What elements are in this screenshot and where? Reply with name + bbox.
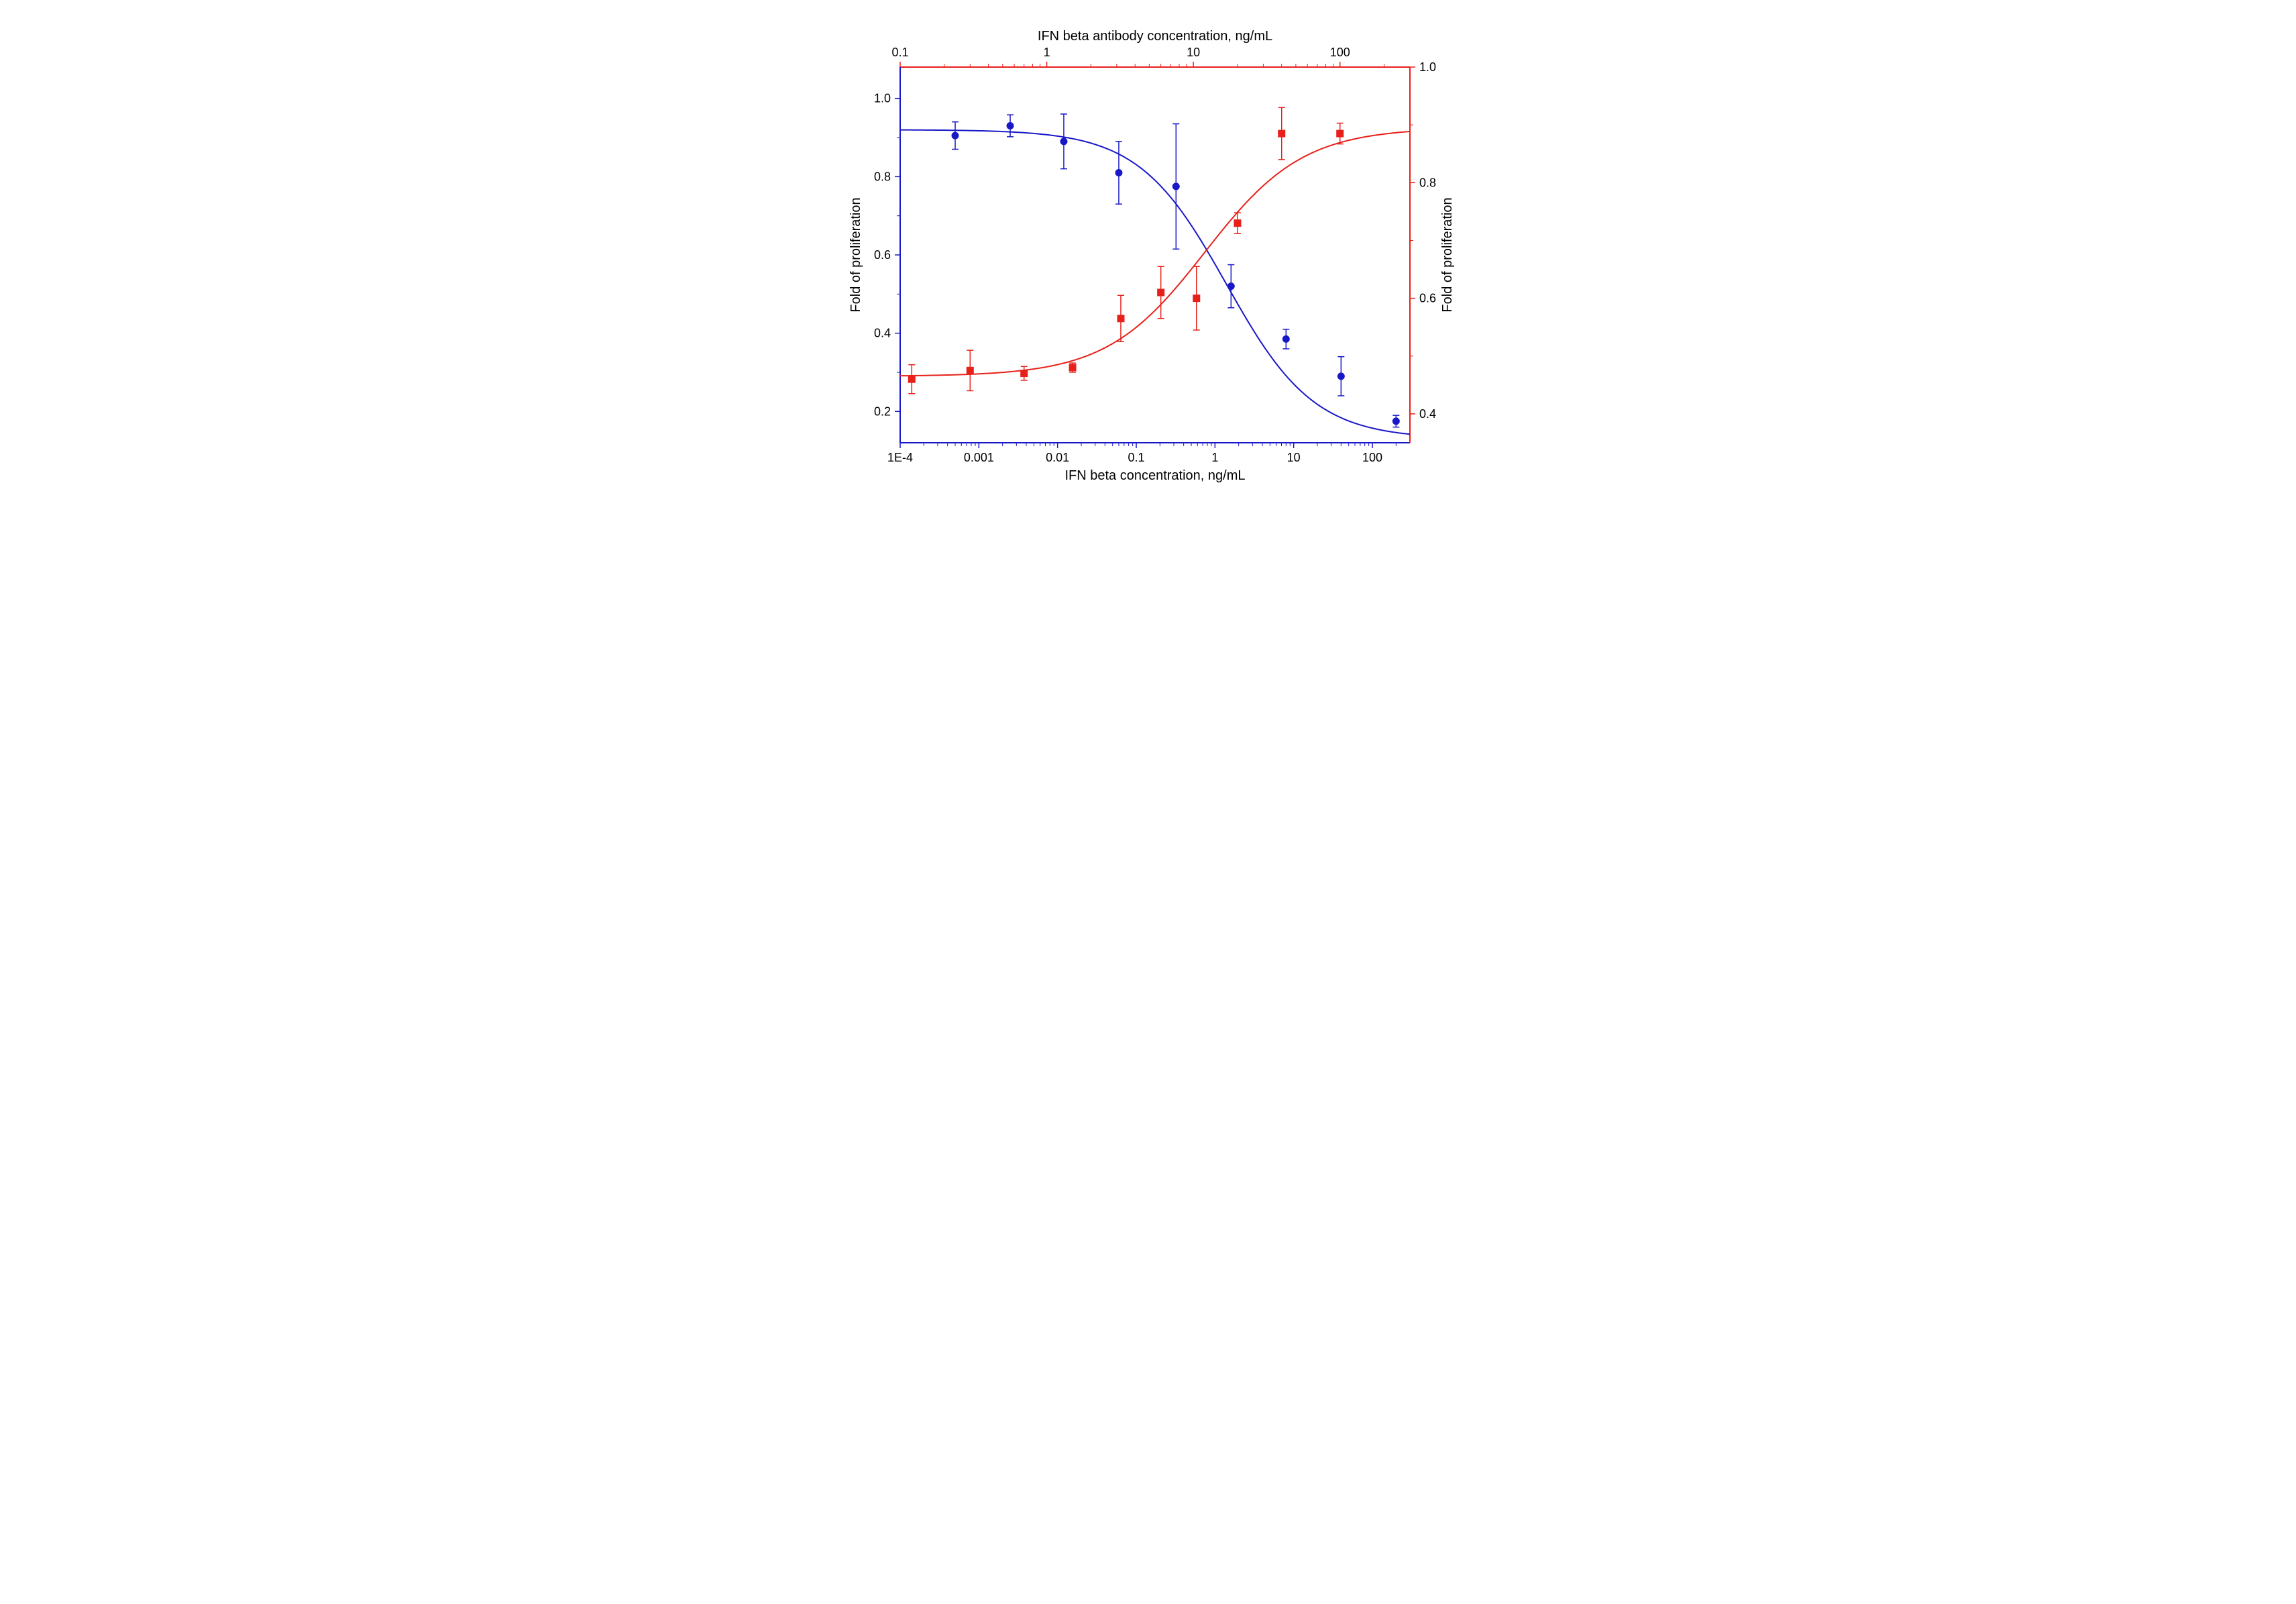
svg-text:IFN beta antibody concentratio: IFN beta antibody concentration, ng/mL bbox=[1037, 29, 1272, 44]
svg-text:0.1: 0.1 bbox=[891, 46, 908, 59]
svg-text:10: 10 bbox=[1287, 451, 1300, 464]
svg-text:0.6: 0.6 bbox=[873, 248, 890, 262]
svg-text:0.2: 0.2 bbox=[873, 405, 890, 418]
svg-text:0.4: 0.4 bbox=[1419, 407, 1436, 421]
svg-text:1: 1 bbox=[1043, 46, 1050, 59]
svg-text:0.4: 0.4 bbox=[873, 327, 890, 340]
chart-container: 1E-4 0.001 0.01 0.1 1 10 100 IFN beta concentra… bbox=[779, 13, 1517, 537]
svg-text:IFN beta concentration, ng/mL: IFN beta concentration, ng/mL bbox=[1064, 468, 1245, 483]
svg-text:1.0: 1.0 bbox=[873, 92, 890, 105]
svg-text:1.0: 1.0 bbox=[1419, 60, 1436, 74]
svg-text:0.01: 0.01 bbox=[1046, 451, 1069, 464]
svg-text:0.001: 0.001 bbox=[963, 451, 993, 464]
svg-text:0.8: 0.8 bbox=[1419, 176, 1436, 189]
svg-text:100: 100 bbox=[1329, 46, 1350, 59]
svg-text:1E-4: 1E-4 bbox=[887, 451, 912, 464]
svg-text:0.8: 0.8 bbox=[873, 170, 890, 183]
dose-response-chart: 1E-4 0.001 0.01 0.1 1 10 100 IFN beta concentra… bbox=[779, 13, 1517, 537]
svg-text:Fold of proliferation: Fold of proliferation bbox=[849, 197, 863, 312]
svg-text:1: 1 bbox=[1211, 451, 1218, 464]
svg-text:100: 100 bbox=[1362, 451, 1382, 464]
svg-text:0.6: 0.6 bbox=[1419, 292, 1436, 305]
svg-text:Fold of proliferation: Fold of proliferation bbox=[1440, 197, 1455, 312]
svg-text:10: 10 bbox=[1187, 46, 1200, 59]
svg-text:0.1: 0.1 bbox=[1128, 451, 1144, 464]
